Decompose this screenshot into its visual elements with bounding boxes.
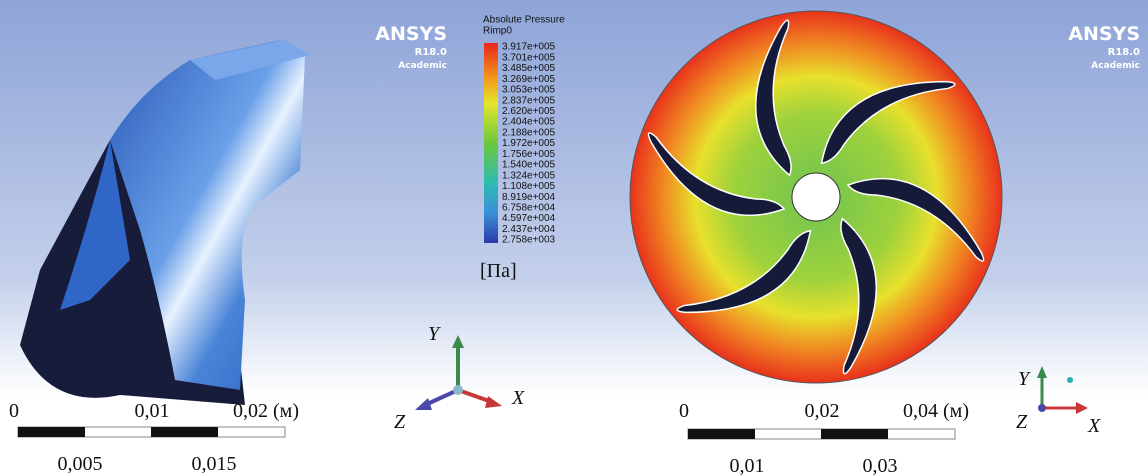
legend-level: 6.758e+004 xyxy=(502,202,556,213)
legend-level: 2.758e+003 xyxy=(502,235,556,246)
legend-level: 3.053e+005 xyxy=(502,85,556,96)
unit: [Па] xyxy=(480,260,517,282)
figure: ANSYS R18.0 Academic Absolute Pressure R… xyxy=(0,0,1148,475)
legend-level: 2.837e+005 xyxy=(502,95,556,106)
axis-z: Z xyxy=(394,411,406,433)
version: R18.0 xyxy=(1108,47,1140,58)
colorbar xyxy=(484,43,498,243)
scale-bar xyxy=(688,429,955,439)
axis-y: Y xyxy=(1018,368,1031,390)
scale-label: 0,015 xyxy=(192,453,237,475)
scale-label: 0,02 xyxy=(805,400,840,422)
legend-level: 2.188e+005 xyxy=(502,127,556,138)
scale-label: 0,02 (м) xyxy=(233,400,299,422)
legend-level: 3.269e+005 xyxy=(502,74,556,85)
scale-label: 0,03 xyxy=(863,455,898,475)
legend-level: 2.404e+005 xyxy=(502,117,556,128)
logo: ANSYS xyxy=(375,23,447,45)
scale-label: 0 xyxy=(679,400,689,422)
legend-title: Absolute Pressure xyxy=(483,15,565,26)
legend-level: 1.540e+005 xyxy=(502,160,556,171)
impeller-contour xyxy=(630,11,1002,383)
axis-y: Y xyxy=(428,323,441,345)
scale-bar xyxy=(18,427,285,437)
scale-label: 0,01 xyxy=(730,455,765,475)
legend-level: 3.917e+005 xyxy=(502,42,556,53)
legend-levels: 3.917e+0053.701e+0053.485e+0053.269e+005… xyxy=(502,42,556,246)
legend-level: 2.620e+005 xyxy=(502,106,556,117)
scale-label: 0 xyxy=(9,400,19,422)
scale-label: 0,01 xyxy=(135,400,170,422)
legend-level: 3.701e+005 xyxy=(502,52,556,63)
legend-level: 8.919e+004 xyxy=(502,192,556,203)
legend-level: 4.597e+004 xyxy=(502,213,556,224)
legend-level: 1.324e+005 xyxy=(502,170,556,181)
logo: ANSYS xyxy=(1068,23,1140,45)
axis-x: X xyxy=(511,387,525,409)
scale-label: 0,005 xyxy=(58,453,103,475)
axis-z: Z xyxy=(1016,411,1028,433)
legend-level: 1.108e+005 xyxy=(502,181,556,192)
legend-level: 1.972e+005 xyxy=(502,138,556,149)
license: Academic xyxy=(1091,61,1140,71)
legend-level: 3.485e+005 xyxy=(502,63,556,74)
legend-level: 1.756e+005 xyxy=(502,149,556,160)
version: R18.0 xyxy=(415,47,447,58)
legend-subtitle: Rimp0 xyxy=(483,26,512,37)
legend-level: 2.437e+004 xyxy=(502,224,556,235)
axis-x: X xyxy=(1087,415,1101,437)
scale-label: 0,04 (м) xyxy=(903,400,969,422)
license: Academic xyxy=(398,61,447,71)
